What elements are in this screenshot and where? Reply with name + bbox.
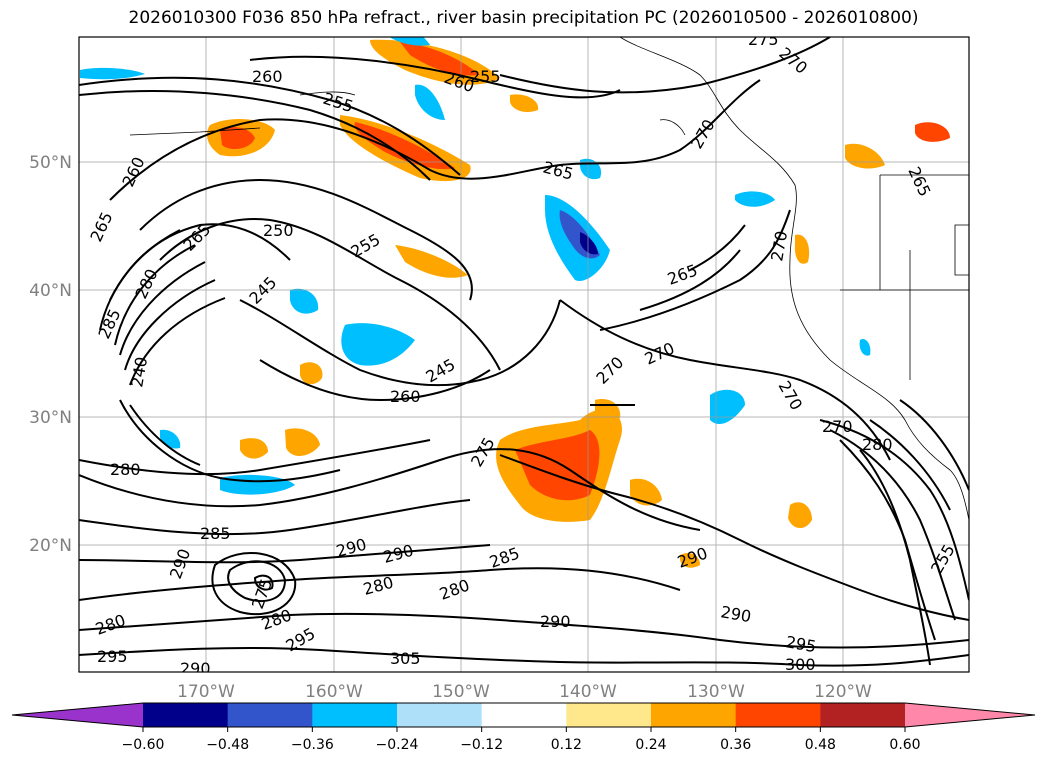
graticule [79, 37, 969, 672]
coastlines [129, 37, 969, 521]
contour-label: 295 [97, 647, 128, 666]
contour-label: 280 [862, 435, 893, 454]
colorbar-segment [735, 703, 821, 727]
colorbar-tick-label: −0.12 [460, 737, 503, 753]
contour-label: 275 [748, 30, 779, 49]
contour-label: 270 [822, 417, 853, 436]
colorbar-tick-label: 0.48 [805, 737, 836, 753]
precip-negative-deep [580, 232, 598, 255]
precip-positive-area [630, 478, 662, 506]
colorbar-tick-label: −0.48 [206, 737, 249, 753]
lat-label: 50°N [29, 153, 72, 173]
colorbar-tick-label: 0.36 [720, 737, 751, 753]
contour-label: 285 [200, 524, 231, 543]
precip-positive-area [788, 502, 812, 529]
contour-label: 260 [252, 67, 283, 86]
map-title: 2026010300 F036 850 hPa refract., river … [128, 8, 919, 28]
colorbar-segment [397, 703, 483, 727]
precip-negative-area [415, 84, 445, 120]
precip-positive-area [510, 94, 539, 113]
colorbar-segment [227, 703, 313, 727]
colorbar-tick-label: 0.12 [551, 737, 582, 753]
precip-positive-area [300, 362, 323, 385]
latitude-labels: 50°N 40°N 30°N 20°N [29, 153, 72, 556]
precip-negative-area [710, 389, 745, 425]
colorbar-segment [312, 703, 398, 727]
precip-negative-area [341, 323, 415, 366]
precip-negative-area [290, 288, 319, 314]
precip-positive-area [680, 553, 700, 568]
contour-label: 305 [390, 649, 421, 668]
precip-negative-area [859, 339, 871, 356]
lat-label: 40°N [29, 281, 72, 301]
contour-label: 290 [540, 612, 571, 631]
precip-negative-area [735, 191, 775, 207]
colorbar-tick-label: −0.36 [291, 737, 334, 753]
colorbar-extension-high [905, 703, 1035, 727]
colorbar-tick-label: −0.60 [122, 737, 165, 753]
lat-label: 30°N [29, 408, 72, 428]
contour-label: 290 [180, 659, 211, 678]
contour-label: 255 [470, 67, 501, 86]
lon-label: 120°W [814, 682, 872, 702]
lon-label: 160°W [305, 682, 363, 702]
colorbar-segment [143, 703, 229, 727]
longitude-labels: 170°W 160°W 150°W 140°W 130°W 120°W [177, 682, 872, 702]
colorbar-segment [566, 703, 652, 727]
precip-positive-core [400, 42, 480, 76]
precip-negative-area [80, 67, 145, 80]
colorbar-tick-label: 0.60 [889, 737, 920, 753]
lon-label: 130°W [687, 682, 745, 702]
precip-positive-area [915, 122, 950, 142]
precip-positive-area [240, 438, 268, 459]
precip-positive-area [285, 428, 320, 456]
precip-positive-core [220, 127, 255, 150]
contour-label: 260 [390, 387, 421, 406]
precip-positive-core [354, 122, 455, 170]
colorbar-segment [481, 703, 567, 727]
colorbar-tick-label: −0.24 [376, 737, 419, 753]
precip-fill-layer [80, 37, 950, 568]
lon-label: 170°W [177, 682, 235, 702]
lon-label: 140°W [559, 682, 617, 702]
precip-negative-area [389, 37, 430, 46]
contour-label: 300 [785, 655, 816, 674]
lon-label: 150°W [432, 682, 490, 702]
precip-positive-area [395, 245, 468, 278]
colorbar-segment [820, 703, 906, 727]
precip-positive-area [794, 234, 810, 264]
colorbar-extension-low [12, 703, 143, 727]
contour-label: 250 [263, 221, 294, 240]
colorbar-tick-label: 0.24 [635, 737, 666, 753]
colorbar: −0.60 −0.48 −0.36 −0.24 −0.12 0.12 0.24 0.36 0.4… [11, 702, 1036, 753]
colorbar-segment [651, 703, 737, 727]
contour-label: 280 [110, 460, 141, 479]
refractivity-contours [79, 37, 969, 667]
map-frame [78, 36, 970, 673]
lat-label: 20°N [29, 536, 72, 556]
